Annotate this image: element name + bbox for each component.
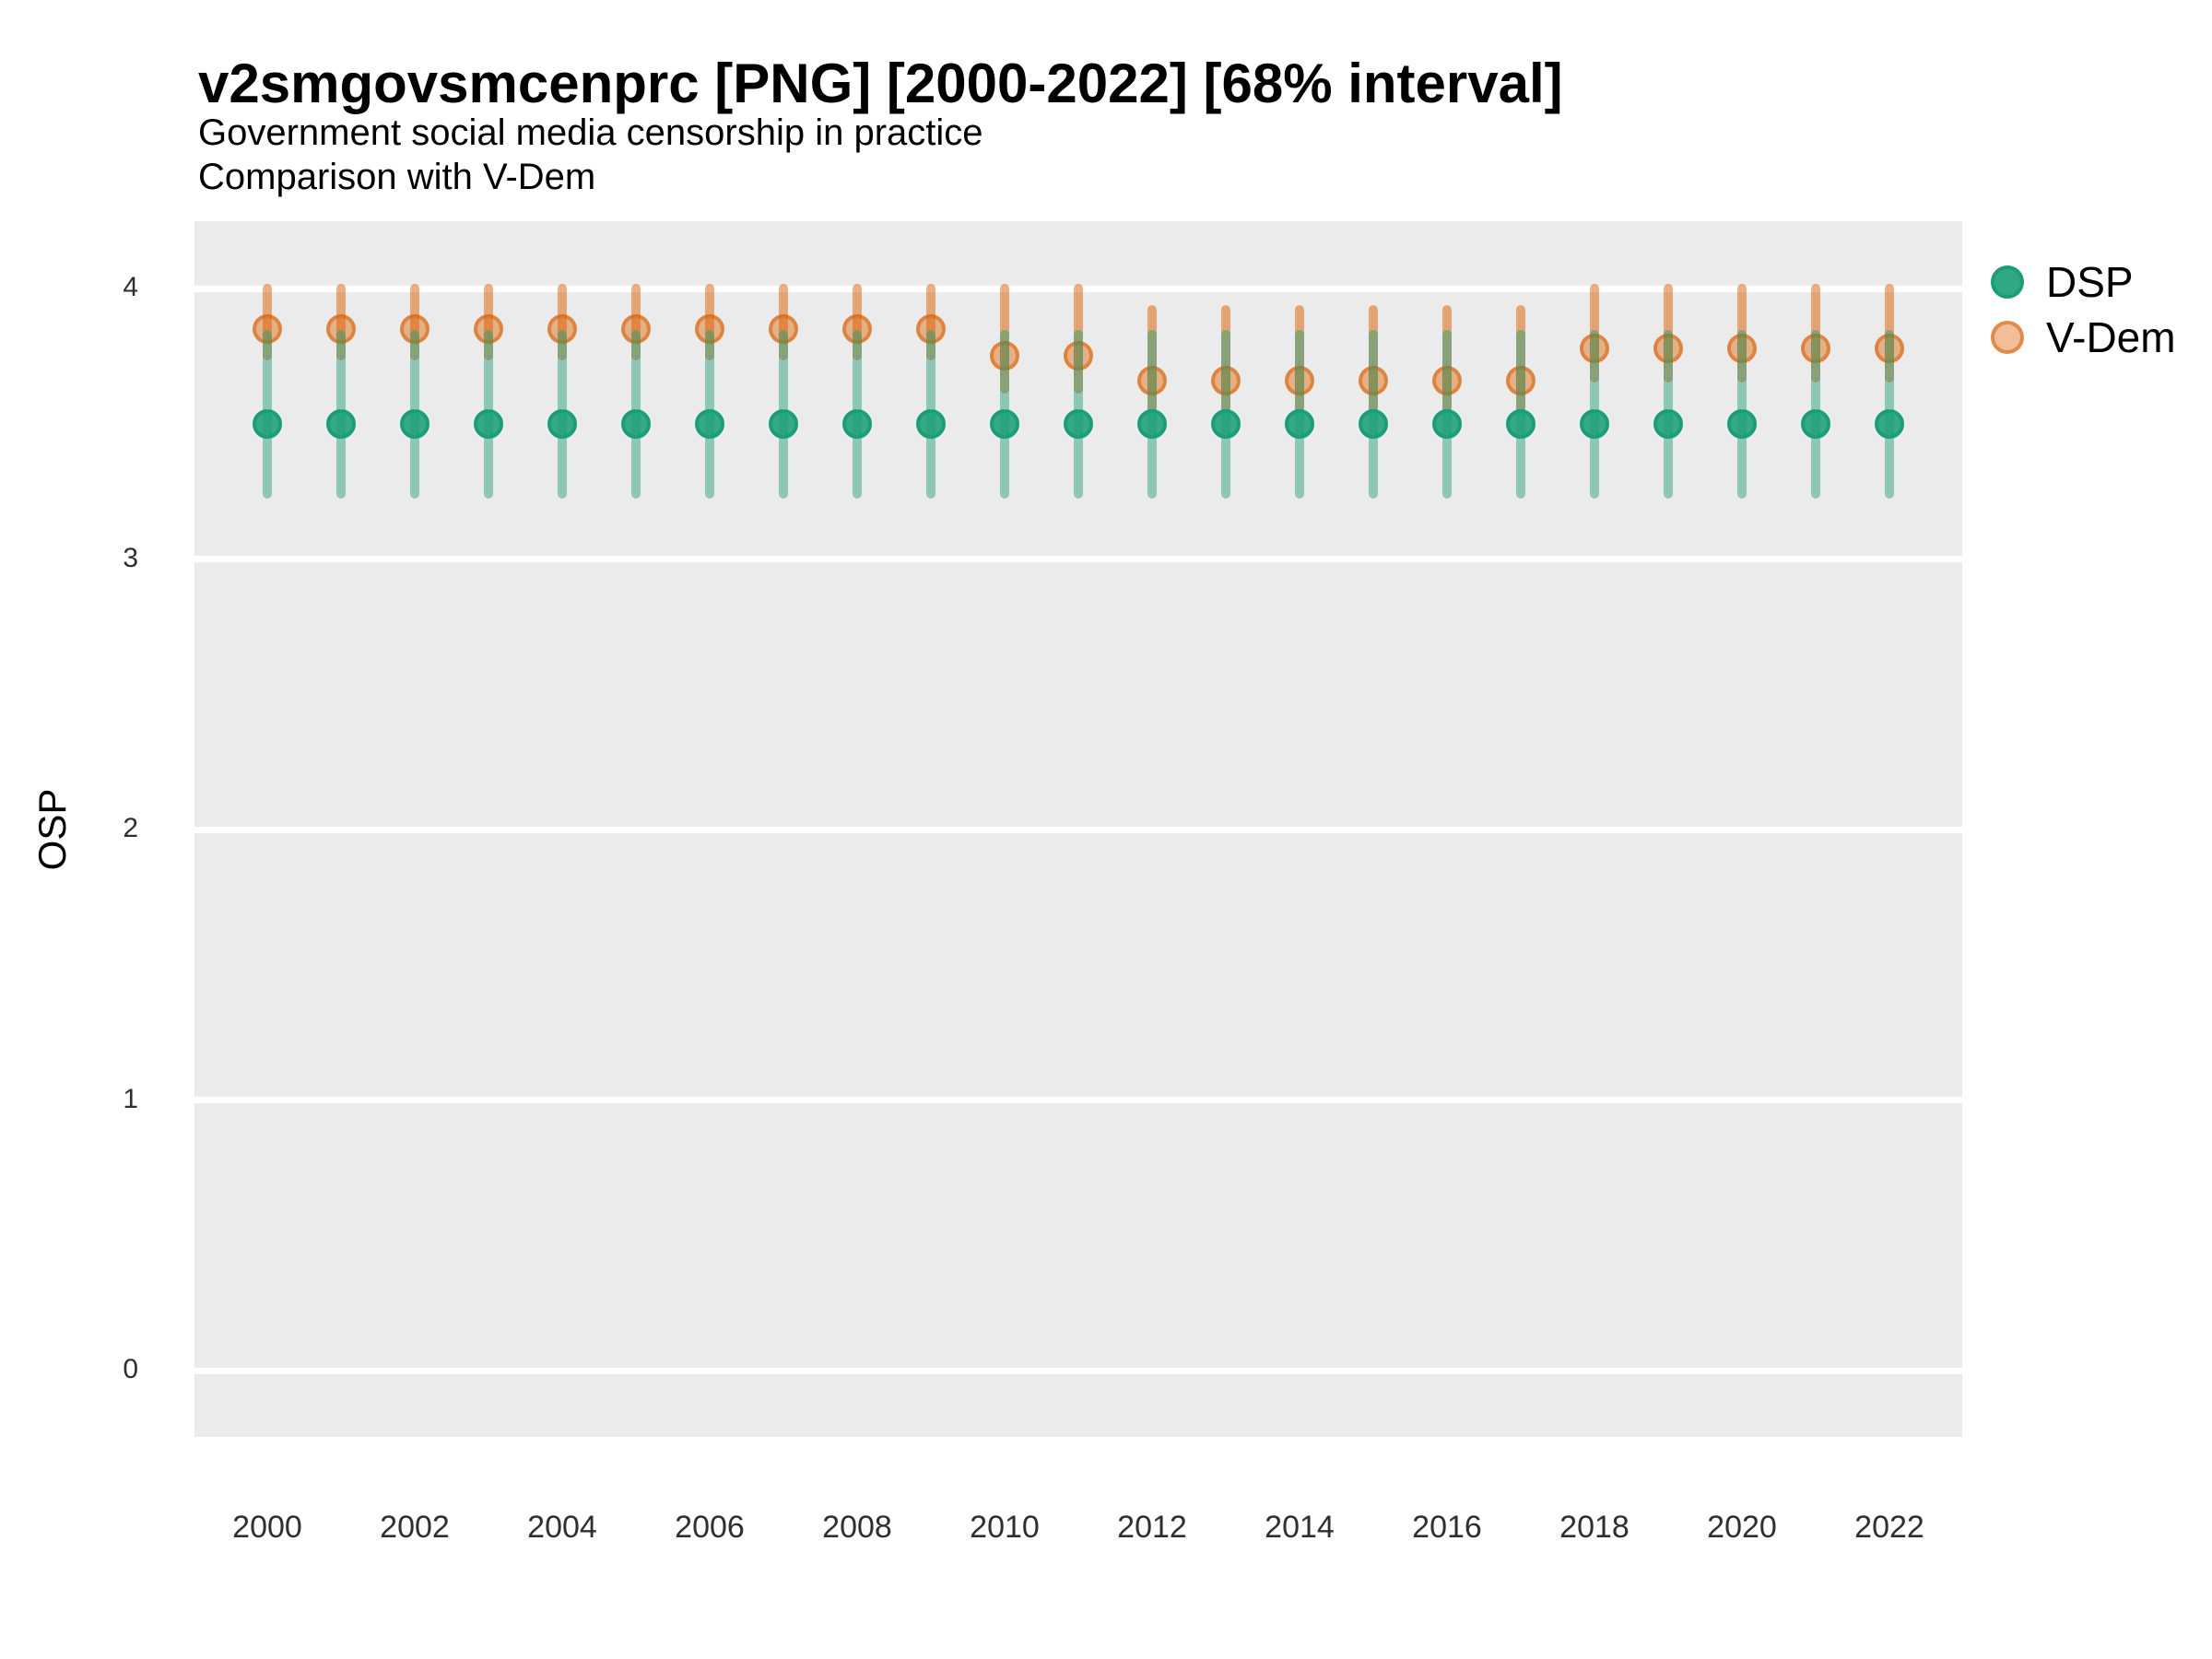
x-tick-label: 2002 — [380, 1510, 450, 1545]
vdem-point — [1580, 333, 1609, 363]
x-tick-label: 2000 — [232, 1510, 302, 1545]
y-tick-label: 0 — [123, 1354, 138, 1384]
vdem-point — [547, 314, 577, 345]
vdem-point — [695, 314, 724, 345]
x-tick-label: 2020 — [1707, 1510, 1777, 1545]
vdem-point — [1064, 341, 1093, 371]
vdem-interval-bar — [1147, 305, 1157, 413]
x-tick-label: 2012 — [1117, 1510, 1187, 1545]
chart-subtitle: Government social media censorship in pr… — [198, 112, 983, 153]
gridline-y-3 — [194, 556, 1962, 562]
dsp-point — [400, 408, 429, 439]
vdem-point — [326, 314, 356, 345]
x-tick-label: 2014 — [1265, 1510, 1335, 1545]
vdem-point — [1801, 333, 1830, 363]
vdem-point — [474, 314, 503, 345]
dsp-point — [1506, 408, 1535, 439]
dsp-point — [990, 408, 1019, 439]
dsp-point — [1653, 408, 1683, 439]
x-tick-label: 2004 — [527, 1510, 597, 1545]
legend: DSP V-Dem — [1991, 254, 2176, 365]
dsp-point — [1580, 408, 1609, 439]
vdem-interval-bar — [1221, 305, 1230, 413]
x-tick-label: 2010 — [970, 1510, 1040, 1545]
x-tick-label: 2022 — [1854, 1510, 1924, 1545]
dsp-point — [253, 408, 282, 439]
dsp-point — [916, 408, 946, 439]
vdem-interval-bar — [1811, 284, 1820, 382]
vdem-interval-bar — [1295, 305, 1304, 413]
x-tick-label: 2006 — [675, 1510, 745, 1545]
dsp-point — [1064, 408, 1093, 439]
vdem-interval-bar — [1590, 284, 1599, 382]
vdem-interval-bar — [1516, 305, 1525, 413]
gridline-y-2 — [194, 826, 1962, 833]
vdem-interval-bar — [1442, 305, 1452, 413]
vdem-point — [842, 314, 872, 345]
dsp-point — [326, 408, 356, 439]
vdem-point — [990, 341, 1019, 371]
gridline-y-1 — [194, 1097, 1962, 1103]
vdem-point — [621, 314, 651, 345]
dsp-point — [547, 408, 577, 439]
dsp-point — [1801, 408, 1830, 439]
vdem-point — [1506, 365, 1535, 395]
dsp-point — [842, 408, 872, 439]
legend-item-dsp: DSP — [1991, 254, 2176, 310]
legend-label-dsp: DSP — [2046, 258, 2134, 306]
vdem-point — [1432, 365, 1462, 395]
vdem-point — [1727, 333, 1757, 363]
dsp-point — [1432, 408, 1462, 439]
y-axis-title: OSP — [30, 788, 74, 871]
plot-panel — [194, 221, 1962, 1437]
x-tick-label: 2018 — [1559, 1510, 1630, 1545]
chart-subtitle-2: Comparison with V-Dem — [198, 157, 596, 197]
vdem-point — [400, 314, 429, 345]
vdem-point — [253, 314, 282, 345]
legend-label-vdem: V-Dem — [2046, 313, 2176, 361]
vdem-point — [1359, 365, 1388, 395]
vdem-point — [916, 314, 946, 345]
dsp-point — [474, 408, 503, 439]
y-tick-label: 4 — [123, 272, 138, 302]
y-tick-label: 1 — [123, 1083, 138, 1114]
vdem-interval-bar — [1369, 305, 1378, 413]
vdem-interval-bar — [1664, 284, 1673, 382]
dsp-point — [1359, 408, 1388, 439]
dsp-point — [1727, 408, 1757, 439]
vdem-point — [769, 314, 798, 345]
dsp-point — [1137, 408, 1167, 439]
legend-item-vdem: V-Dem — [1991, 310, 2176, 365]
x-tick-label: 2016 — [1412, 1510, 1482, 1545]
y-tick-label: 3 — [123, 542, 138, 573]
dsp-point — [1211, 408, 1241, 439]
vdem-point — [1653, 333, 1683, 363]
dsp-legend-dot-icon — [1991, 265, 2024, 299]
vdem-point — [1285, 365, 1314, 395]
vdem-interval-bar — [1737, 284, 1747, 382]
gridline-y-0 — [194, 1367, 1962, 1374]
vdem-interval-bar — [1000, 284, 1009, 394]
y-tick-label: 2 — [123, 813, 138, 843]
x-tick-label: 2008 — [822, 1510, 892, 1545]
vdem-legend-dot-icon — [1991, 321, 2024, 354]
dsp-point — [1285, 408, 1314, 439]
dsp-point — [621, 408, 651, 439]
vdem-interval-bar — [1885, 284, 1894, 382]
vdem-point — [1875, 333, 1904, 363]
chart-title: v2smgovsmcenprc [PNG] [2000-2022] [68% i… — [198, 53, 1563, 114]
vdem-point — [1211, 365, 1241, 395]
dsp-point — [1875, 408, 1904, 439]
dsp-point — [695, 408, 724, 439]
vdem-point — [1137, 365, 1167, 395]
dsp-point — [769, 408, 798, 439]
vdem-interval-bar — [1074, 284, 1083, 394]
